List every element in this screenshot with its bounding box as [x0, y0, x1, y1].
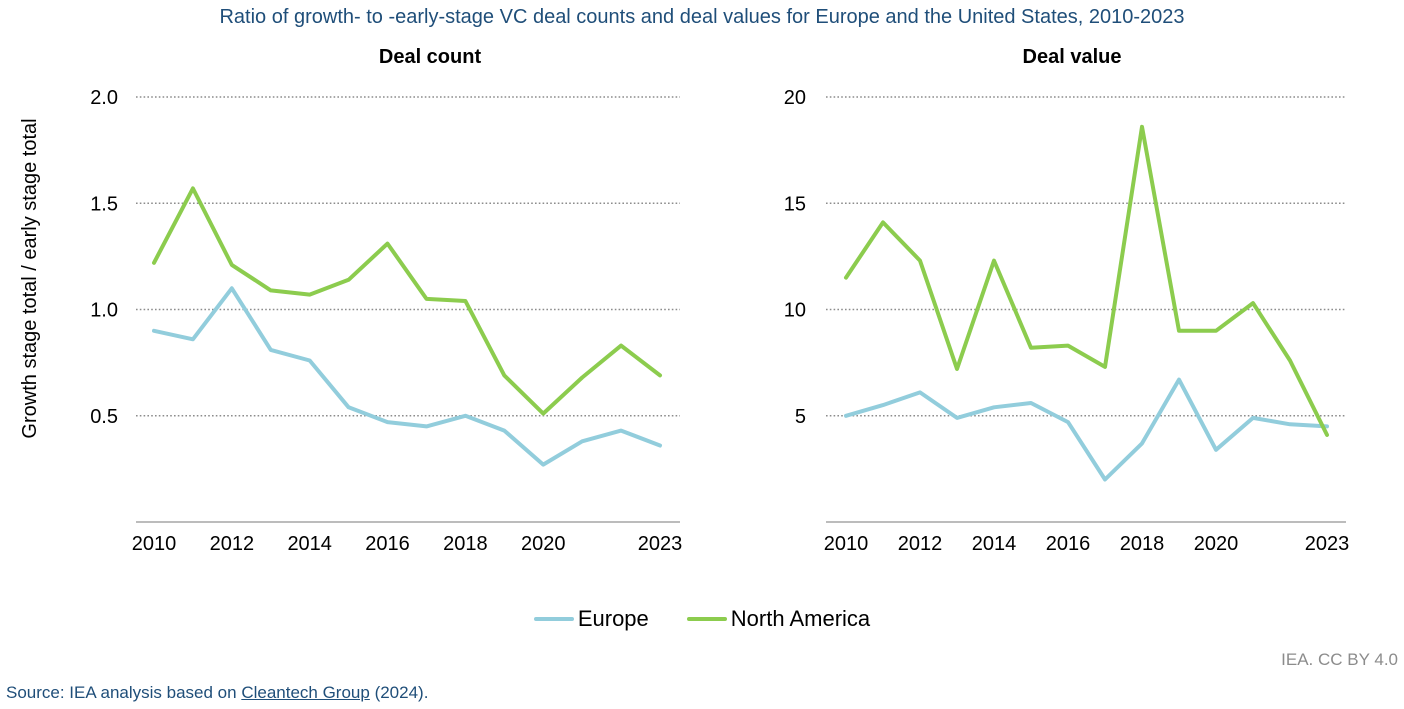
y-tick-label: 2.0 — [90, 87, 118, 109]
legend-label-north-america: North America — [730, 606, 871, 631]
y-tick-label: 1.5 — [90, 193, 118, 215]
x-tick-label: 2018 — [443, 533, 488, 555]
x-tick-label: 2016 — [365, 533, 410, 555]
series-line-north-america — [844, 124, 1329, 437]
y-tick-label: 10 — [784, 300, 806, 322]
legend-swatch-north-america — [686, 617, 727, 621]
legend-item-europe: Europe — [533, 606, 649, 632]
source-prefix: Source: IEA analysis based on — [6, 683, 242, 702]
credit-text: IEA. CC BY 4.0 — [1281, 650, 1398, 669]
y-tick-label: 20 — [784, 87, 806, 109]
x-tick-label: 2010 — [824, 533, 869, 555]
legend-swatch-europe — [533, 617, 574, 621]
x-tick-label: 2014 — [287, 533, 332, 555]
x-tick-label: 2012 — [898, 533, 943, 555]
legend-item-north-america: North America — [686, 606, 871, 632]
chart-title: Ratio of growth- to -early-stage VC deal… — [219, 6, 1185, 28]
source-link[interactable]: Cleantech Group — [241, 683, 370, 702]
series-line-europe — [152, 286, 662, 467]
y-axis-label: Growth stage total / early stage total — [19, 118, 41, 438]
x-tick-label: 2012 — [210, 533, 255, 555]
y-tick-label: 15 — [784, 193, 806, 215]
y-tick-label: 5 — [795, 406, 806, 428]
deal-value-chart: Deal value 5 10 15 20 2010 2012 2014 2016 2018 202… — [784, 46, 1350, 555]
panel-title: Deal count — [379, 46, 482, 68]
source-note: Source: IEA analysis based on Cleantech … — [6, 683, 428, 703]
x-tick-label: 2023 — [1305, 533, 1350, 555]
series-line-north-america — [152, 186, 662, 416]
x-tick-label: 2018 — [1120, 533, 1165, 555]
x-tick-label: 2020 — [1194, 533, 1239, 555]
y-tick-label: 1.0 — [90, 300, 118, 322]
x-tick-label: 2014 — [972, 533, 1017, 555]
y-tick-label: 0.5 — [90, 406, 118, 428]
series-line-europe — [844, 377, 1329, 482]
source-suffix: (2024). — [369, 683, 429, 702]
x-tick-label: 2023 — [638, 533, 683, 555]
legend-label-europe: Europe — [577, 606, 649, 631]
deal-count-chart: Deal count 0.5 1.0 1.5 2.0 2010 2012 2014 2016 20… — [19, 46, 682, 555]
x-tick-label: 2010 — [132, 533, 177, 555]
panel-title: Deal value — [1023, 46, 1122, 68]
legend: Europe North America — [0, 606, 1404, 632]
x-tick-label: 2020 — [521, 533, 566, 555]
x-tick-label: 2016 — [1046, 533, 1091, 555]
